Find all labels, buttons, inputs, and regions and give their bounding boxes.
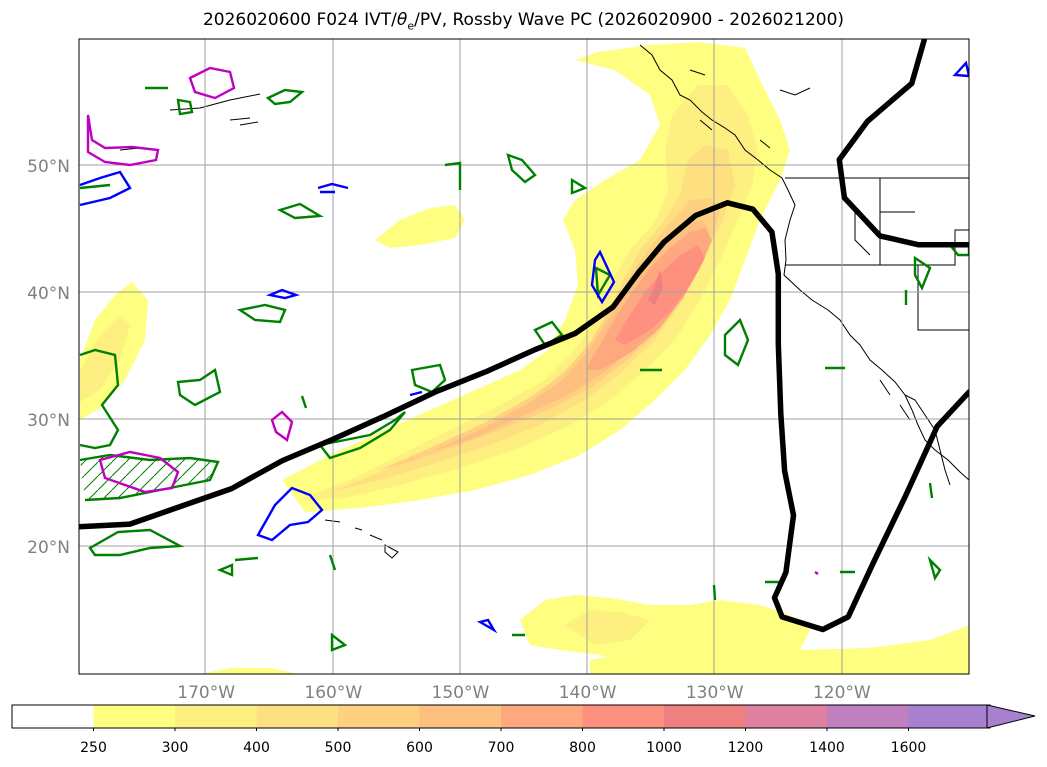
colorbar-label: 1200 [728,740,764,756]
colorbar-swatch [338,705,420,728]
chart-title: 2026020600 F024 IVT/θe/PV, Rossby Wave P… [202,10,845,33]
lon-tick-label: 160°W [304,683,362,703]
ivt-shading [80,42,969,674]
pv-positive-contours [86,66,819,575]
colorbar-extend-arrow [986,704,1036,729]
colorbar-label: 300 [162,740,189,756]
colorbar-swatch [827,705,909,728]
lon-tick-label: 150°W [432,683,490,703]
colorbar-label: 600 [406,740,433,756]
plot-frame [78,38,970,675]
colorbar-swatch [93,705,176,728]
lat-tick-label: 20°N [27,538,70,558]
rossby-wave-contour [79,200,969,633]
ivt-contour-250 [282,42,790,512]
colorbar-label: 800 [569,740,596,756]
colorbar-swatch [256,705,339,728]
colorbar-label: 500 [325,740,352,756]
lon-tick-label: 170°W [177,683,235,703]
lon-tick-labels: 170°W 160°W 150°W 140°W 130°W 120°W [177,683,871,703]
pv-negative-contours [79,60,969,634]
colorbar-swatch [664,705,746,728]
colorbar-swatch [175,705,257,728]
colorbar-label: 700 [488,740,515,756]
colorbar-swatch [745,705,828,728]
lat-tick-label: 50°N [27,157,70,177]
lat-tick-label: 30°N [27,411,70,431]
colorbar-swatch [582,705,665,728]
colorbar-label: 400 [243,740,270,756]
colorbar-label: 1000 [646,740,682,756]
lon-tick-label: 120°W [813,683,871,703]
lon-tick-label: 140°W [559,683,617,703]
colorbar-label: 1600 [891,740,927,756]
rossby-wave-contour-upper [836,39,969,248]
colorbar-swatch [501,705,583,728]
colorbar-swatch [12,705,94,728]
gridlines [79,39,969,674]
colorbar-swatch [419,705,502,728]
colorbar-swatch [908,705,991,728]
colorbar-label: 1400 [809,740,845,756]
lon-tick-label: 130°W [686,683,744,703]
lat-tick-labels: 20°N 30°N 40°N 50°N [27,157,70,558]
lat-tick-label: 40°N [27,284,70,304]
colorbar-label: 250 [80,740,107,756]
colorbar: 250 300 400 500 600 700 800 1000 1200 1400 1600 [11,704,1036,756]
